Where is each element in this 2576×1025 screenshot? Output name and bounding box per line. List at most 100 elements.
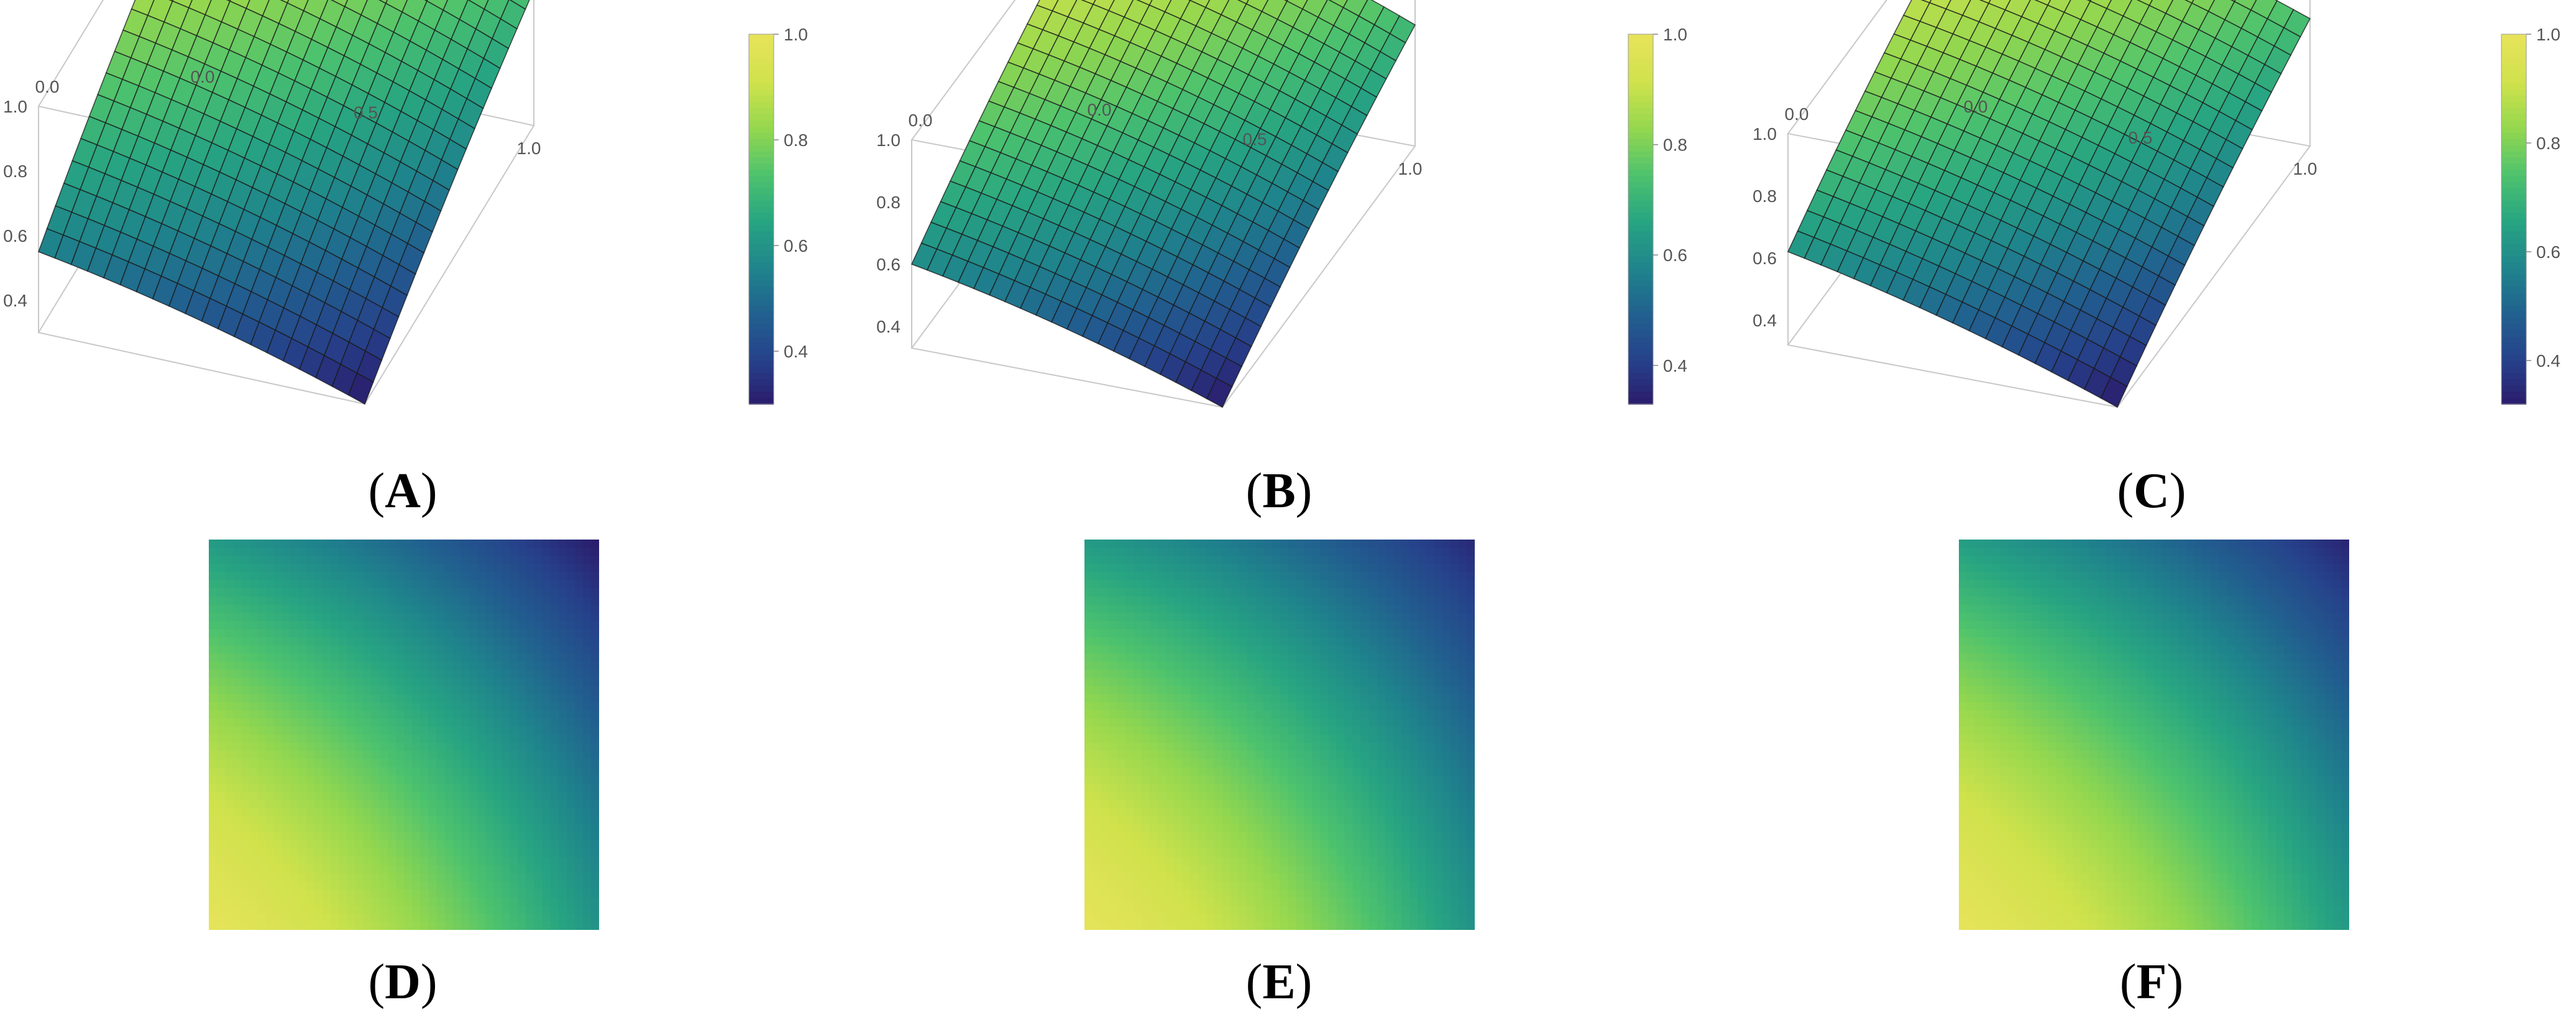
density-cell: [1141, 540, 1150, 549]
density-cell: [1157, 816, 1167, 825]
density-cell: [534, 686, 543, 695]
density-cell: [1247, 540, 1256, 549]
density-cell: [265, 556, 275, 565]
density-cell: [217, 718, 226, 727]
density-cell: [1117, 710, 1126, 719]
density-cell: [1182, 718, 1191, 727]
density-cell: [1239, 726, 1248, 735]
density-cell: [1247, 637, 1256, 646]
density-cell: [1182, 572, 1191, 581]
density-cell: [241, 596, 250, 605]
density-cell: [249, 653, 259, 663]
density-cell: [1206, 775, 1216, 784]
density-cell: [1214, 913, 1224, 922]
density-cell: [217, 620, 226, 630]
density-cell: [265, 718, 275, 727]
density-cell: [209, 604, 218, 614]
density-cell: [371, 678, 380, 687]
density-cell: [1109, 596, 1118, 605]
density-cell: [590, 604, 599, 614]
density-cell: [436, 694, 446, 703]
density-cell: [1239, 612, 1248, 622]
density-cell: [574, 921, 584, 930]
density-cell: [1198, 816, 1208, 825]
density-cell: [1182, 889, 1191, 898]
density-cell: [582, 759, 592, 768]
density-cell: [290, 580, 299, 589]
density-cell: [1093, 759, 1102, 768]
density-cell: [1093, 913, 1102, 922]
density-cell: [1214, 857, 1224, 866]
density-cell: [371, 775, 380, 784]
density-cell: [1125, 678, 1134, 687]
density-cell: [1231, 767, 1240, 776]
density-cell: [1222, 881, 1232, 890]
density-cell: [477, 913, 486, 922]
density-cell: [436, 710, 446, 719]
density-cell: [518, 686, 527, 695]
density-cell: [1125, 612, 1134, 622]
density-cell: [1084, 580, 1094, 589]
density-cell: [444, 783, 454, 793]
density-cell: [590, 881, 599, 890]
density-cell: [355, 556, 364, 565]
density-cell: [420, 540, 429, 549]
density-cell: [282, 556, 291, 565]
density-cell: [582, 743, 592, 752]
density-cell: [477, 735, 486, 744]
density-cell: [323, 686, 332, 695]
density-cell: [1117, 799, 1126, 809]
density-cell: [461, 873, 470, 882]
density-cell: [1101, 751, 1110, 760]
density-cell: [241, 865, 250, 874]
density-cell: [265, 678, 275, 687]
density-cell: [493, 783, 502, 793]
density-cell: [1206, 645, 1216, 655]
density-cell: [412, 718, 421, 727]
density-cell: [518, 628, 527, 638]
density-cell: [363, 783, 372, 793]
density-cell: [290, 913, 299, 922]
density-cell: [323, 775, 332, 784]
density-cell: [420, 775, 429, 784]
density-cell: [363, 669, 372, 679]
density-cell: [323, 669, 332, 679]
density-cell: [1165, 702, 1175, 711]
density-cell: [469, 751, 478, 760]
density-cell: [461, 620, 470, 630]
density-cell: [282, 905, 291, 914]
density-cell: [265, 881, 275, 890]
density-cell: [1173, 783, 1183, 793]
density-cell: [379, 759, 388, 768]
density-cell: [257, 881, 267, 890]
density-cell: [502, 905, 511, 914]
density-cell: [347, 686, 356, 695]
density-cell: [371, 840, 380, 850]
density-cell: [1198, 702, 1208, 711]
density-cell: [282, 540, 291, 549]
density-cell: [306, 678, 316, 687]
density-cell: [306, 653, 316, 663]
density-cell: [298, 710, 307, 719]
density-cell: [339, 702, 348, 711]
density-cell: [1198, 620, 1208, 630]
density-cell: [1141, 807, 1150, 817]
density-cell: [534, 661, 543, 671]
density-cell: [257, 580, 267, 589]
density-cell: [1214, 824, 1224, 833]
density-cell: [582, 612, 592, 622]
density-cell: [273, 678, 283, 687]
density-cell: [1165, 848, 1175, 858]
density-cell: [452, 637, 462, 646]
density-cell: [550, 759, 559, 768]
density-cell: [1182, 710, 1191, 719]
density-cell: [379, 653, 388, 663]
density-cell: [217, 678, 226, 687]
density-cell: [1109, 735, 1118, 744]
density-cell: [282, 873, 291, 882]
density-cell: [590, 596, 599, 605]
density-cell: [1214, 694, 1224, 703]
density-cell: [542, 743, 551, 752]
density-cell: [444, 718, 454, 727]
density-cell: [542, 669, 551, 679]
